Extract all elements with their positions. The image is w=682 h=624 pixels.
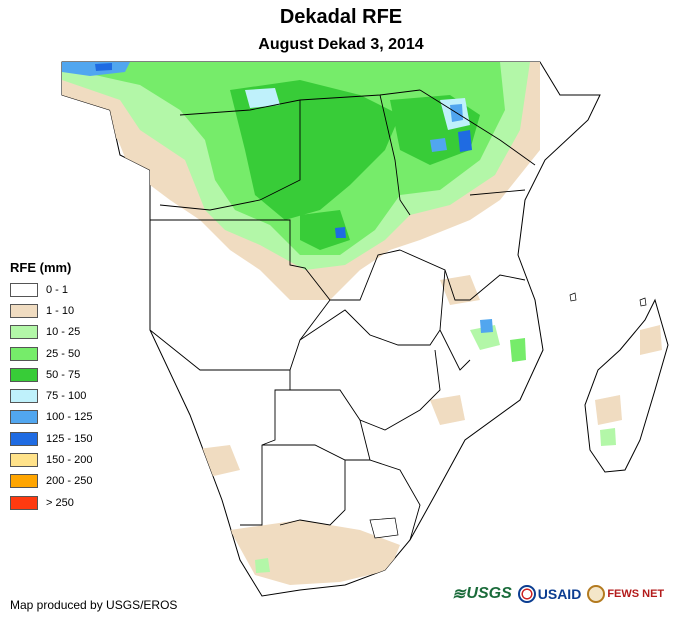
- legend-label: 100 - 125: [46, 411, 93, 424]
- legend-label: > 250: [46, 496, 74, 509]
- usaid-logo-text: USAID: [537, 586, 582, 602]
- legend-item: 200 - 250: [10, 471, 92, 492]
- credit-text: Map produced by USGS/EROS: [10, 598, 178, 612]
- fews-globe-icon: [587, 585, 606, 603]
- legend-swatch: [10, 282, 38, 297]
- legend-item: 1 - 10: [10, 300, 92, 321]
- country-borders: [149, 89, 536, 541]
- usgs-wave-icon: ≋: [452, 586, 466, 603]
- usaid-logo: USAID: [517, 585, 582, 603]
- legend-item: 50 - 75: [10, 364, 92, 385]
- fews-net-logo-text: FEWS NET: [607, 588, 665, 600]
- legend-label: 25 - 50: [46, 347, 81, 360]
- legend-label: 200 - 250: [46, 475, 93, 488]
- legend-label: 150 - 200: [46, 454, 93, 467]
- legend-swatch: [10, 495, 38, 510]
- rainfall-fields: [62, 62, 540, 585]
- legend-item: 125 - 150: [10, 428, 92, 449]
- legend-swatch: [10, 453, 38, 468]
- legend-swatch: [10, 346, 38, 361]
- legend-swatch: [10, 474, 38, 489]
- madagascar-island: [584, 298, 669, 473]
- legend-item: 25 - 50: [10, 343, 92, 364]
- legend-swatch: [10, 410, 38, 425]
- usgs-logo-text: USGS: [466, 585, 512, 602]
- legend-item: > 250: [10, 492, 92, 513]
- legend-label: 0 - 1: [46, 283, 69, 296]
- legend-item: 75 - 100: [10, 385, 92, 406]
- legend-label: 50 - 75: [46, 368, 81, 381]
- legend-label: 125 - 150: [46, 432, 93, 445]
- legend-label: 75 - 100: [46, 390, 87, 403]
- legend-swatch: [10, 389, 38, 404]
- map-subtitle: August Dekad 3, 2014: [258, 36, 424, 53]
- legend-item: 150 - 200: [10, 449, 92, 470]
- legend-label: 10 - 25: [46, 326, 81, 339]
- map-title: Dekadal RFE: [279, 6, 403, 28]
- legend-item: 100 - 125: [10, 407, 92, 428]
- logos: ≋ USGS USAID FEWS NET: [452, 584, 664, 604]
- legend-swatch: [10, 367, 38, 382]
- legend-item: 0 - 1: [10, 279, 92, 300]
- legend-item: 10 - 25: [10, 322, 92, 343]
- legend-swatch: [10, 325, 38, 340]
- legend-items: 0 - 1 1 - 10 10 - 25 25 - 50 50 - 75 75 - 100…: [10, 279, 92, 513]
- usaid-seal-icon: [517, 585, 536, 603]
- usgs-logo: ≋ USGS: [452, 584, 512, 604]
- legend-title: RFE (mm): [10, 260, 72, 275]
- legend: RFE (mm) 0 - 1 1 - 10 10 - 25 25 - 50 50 - 7…: [10, 260, 92, 513]
- legend-swatch: [10, 431, 38, 446]
- fews-net-logo: FEWS NET: [587, 585, 664, 603]
- legend-label: 1 - 10: [46, 304, 75, 317]
- legend-swatch: [10, 303, 38, 318]
